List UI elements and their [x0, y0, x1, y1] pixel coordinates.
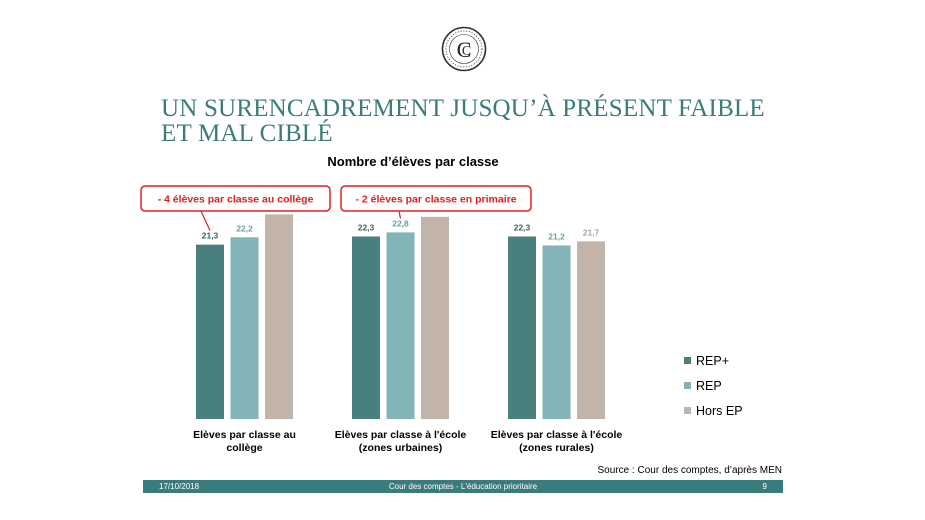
- bar-hors-ep-2: [421, 216, 449, 419]
- data-label: 22,2: [236, 223, 253, 233]
- legend-swatch: [684, 382, 691, 389]
- category-label: (zones urbaines): [359, 442, 442, 454]
- slide-title: UN SURENCADREMENT JUSQU’À PRÉSENT FAIBLE…: [161, 96, 861, 146]
- bar-hors-ep-1: [265, 214, 293, 419]
- callout-text: - 4 élèves par classe au collège: [158, 194, 314, 206]
- legend-label: REP+: [696, 354, 729, 368]
- data-label: 21,7: [583, 227, 600, 237]
- footer-page-number: 9: [762, 482, 767, 491]
- bar-rep--2: [352, 236, 380, 419]
- callout-box: [340, 185, 532, 212]
- source-note: Source : Cour des comptes, d’après MEN: [597, 465, 782, 476]
- data-label: 21,2: [548, 231, 565, 241]
- legend-swatch: [684, 407, 691, 414]
- footer-caption: Cour des comptes - L'éducation prioritai…: [388, 482, 538, 491]
- legend-label: REP: [696, 379, 722, 393]
- callout-pointer: [398, 210, 402, 219]
- bar-rep--1: [196, 244, 224, 419]
- slide-title-line-1: UN SURENCADREMENT JUSQU’À PRÉSENT FAIBLE: [161, 95, 765, 122]
- bar-rep-1: [230, 237, 259, 419]
- bar-rep--3: [508, 236, 536, 419]
- data-label: 22,8: [392, 218, 409, 228]
- bar-rep-3: [542, 245, 571, 419]
- cour-des-comptes-logo: C C: [441, 26, 487, 72]
- category-label: collège: [226, 442, 262, 454]
- bar-rep-2: [386, 232, 415, 419]
- callout-pointer: [200, 210, 211, 231]
- data-label: 21,3: [202, 231, 219, 241]
- data-label: 22,3: [358, 222, 375, 232]
- svg-text:C: C: [457, 37, 472, 62]
- category-label: (zones rurales): [519, 442, 594, 454]
- data-label: 22,3: [514, 222, 531, 232]
- footer-bar: 17/10/2018 Cour des comptes - L'éducatio…: [143, 480, 783, 493]
- slide-title-line-2: ET MAL CIBLÉ: [161, 120, 333, 147]
- callout-text: - 2 élèves par classe en primaire: [355, 194, 516, 206]
- category-label: Elèves par classe à l'école: [335, 429, 467, 441]
- category-label: Elèves par classe à l'école: [491, 429, 623, 441]
- callout-box: [140, 185, 331, 212]
- svg-text:C: C: [462, 44, 471, 59]
- legend-swatch: [684, 357, 691, 364]
- category-label: Elèves par classe au: [193, 429, 296, 441]
- bar-hors-ep-3: [577, 241, 605, 419]
- chart-title: Nombre d’élèves par classe: [327, 154, 498, 169]
- footer-date: 17/10/2018: [159, 482, 200, 491]
- legend-label: Hors EP: [696, 404, 743, 418]
